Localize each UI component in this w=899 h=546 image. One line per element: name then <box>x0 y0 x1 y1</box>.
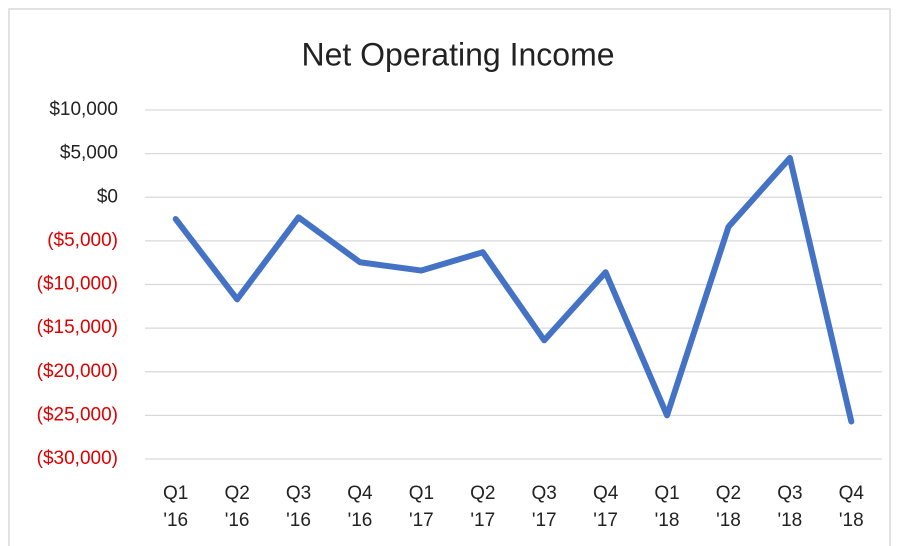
chart-frame <box>8 8 891 546</box>
line-series <box>172 154 855 425</box>
x-tick-label: Q1'17 <box>409 483 434 531</box>
x-tick-label: Q2'17 <box>470 483 495 531</box>
x-tick-label: Q3'18 <box>777 483 802 531</box>
y-tick-label: ($5,000) <box>47 230 118 251</box>
y-tick-label: $0 <box>97 186 118 207</box>
x-tick-label: Q4'16 <box>347 483 373 531</box>
y-tick-label: ($15,000) <box>37 317 118 338</box>
y-tick-label: $5,000 <box>60 143 118 164</box>
y-tick-label: $10,000 <box>49 99 118 120</box>
x-tick-label: Q3'17 <box>532 483 557 531</box>
x-tick-label: Q2'16 <box>224 483 249 531</box>
x-tick-label: Q4'18 <box>839 483 865 531</box>
x-tick-label: Q4'17 <box>593 483 619 531</box>
x-tick-label: Q3'16 <box>286 483 311 531</box>
x-tick-label: Q2'18 <box>716 483 741 531</box>
chart-title: Net Operating Income <box>301 36 614 72</box>
y-tick-label: ($30,000) <box>37 448 118 469</box>
y-tick-label: ($25,000) <box>37 404 118 425</box>
y-tick-label: ($20,000) <box>37 361 118 382</box>
x-tick-label: Q1'16 <box>163 483 188 531</box>
y-tick-label: ($10,000) <box>37 274 118 295</box>
x-tick-label: Q1'18 <box>654 483 679 531</box>
